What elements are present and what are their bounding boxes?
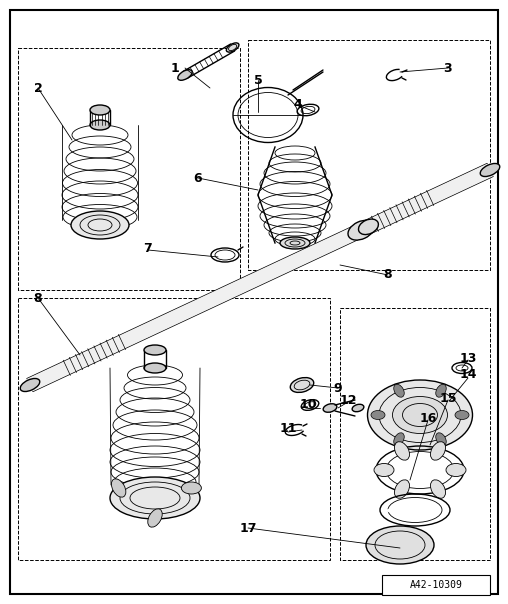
- Text: 9: 9: [334, 382, 342, 394]
- Ellipse shape: [280, 237, 310, 249]
- Bar: [382, 575, 490, 595]
- Ellipse shape: [480, 164, 500, 176]
- Text: 8: 8: [384, 269, 392, 281]
- Ellipse shape: [359, 219, 378, 234]
- Ellipse shape: [20, 379, 40, 391]
- Ellipse shape: [90, 105, 110, 115]
- Ellipse shape: [110, 477, 200, 519]
- Ellipse shape: [394, 433, 404, 446]
- Ellipse shape: [430, 480, 446, 498]
- Ellipse shape: [181, 482, 201, 494]
- Text: 10: 10: [299, 399, 317, 411]
- Ellipse shape: [290, 378, 314, 393]
- Ellipse shape: [178, 69, 192, 80]
- Ellipse shape: [371, 411, 385, 420]
- Text: A42-10309: A42-10309: [409, 580, 462, 590]
- Text: 2: 2: [34, 82, 42, 94]
- Ellipse shape: [323, 403, 337, 413]
- Ellipse shape: [394, 384, 404, 397]
- Ellipse shape: [430, 442, 446, 460]
- Text: 16: 16: [419, 411, 437, 425]
- Text: 3: 3: [443, 62, 452, 74]
- Ellipse shape: [348, 220, 374, 240]
- Ellipse shape: [395, 442, 409, 460]
- Ellipse shape: [71, 211, 129, 239]
- Ellipse shape: [366, 526, 434, 564]
- Polygon shape: [27, 164, 493, 391]
- Text: 7: 7: [144, 242, 152, 254]
- Ellipse shape: [227, 43, 239, 52]
- Text: 8: 8: [34, 292, 42, 304]
- Text: 4: 4: [294, 98, 302, 112]
- Text: 5: 5: [253, 74, 262, 86]
- Ellipse shape: [90, 120, 110, 130]
- Text: 14: 14: [459, 368, 477, 382]
- Ellipse shape: [446, 463, 466, 477]
- Ellipse shape: [148, 509, 162, 527]
- Ellipse shape: [144, 363, 166, 373]
- Ellipse shape: [367, 380, 472, 450]
- Ellipse shape: [111, 479, 126, 497]
- Text: 15: 15: [439, 391, 457, 405]
- Ellipse shape: [393, 396, 448, 434]
- Ellipse shape: [144, 345, 166, 355]
- Ellipse shape: [374, 463, 394, 477]
- Ellipse shape: [436, 433, 446, 446]
- Text: 6: 6: [194, 172, 202, 184]
- Text: 17: 17: [239, 521, 257, 535]
- Ellipse shape: [455, 411, 469, 420]
- Text: 12: 12: [339, 393, 357, 406]
- Ellipse shape: [395, 480, 409, 498]
- Text: 1: 1: [171, 62, 179, 74]
- Text: 11: 11: [279, 422, 297, 434]
- Text: 13: 13: [459, 352, 477, 364]
- Ellipse shape: [352, 404, 364, 412]
- Ellipse shape: [436, 384, 446, 397]
